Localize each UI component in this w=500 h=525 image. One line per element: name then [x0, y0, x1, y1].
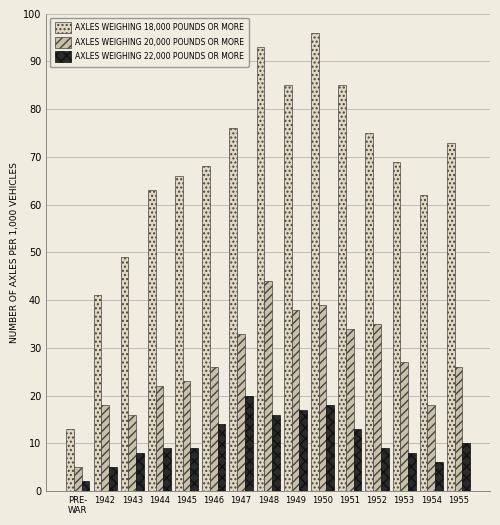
Bar — [175, 176, 183, 491]
Bar — [183, 381, 190, 491]
Bar — [230, 128, 237, 491]
Bar — [120, 257, 128, 491]
Bar — [74, 467, 82, 491]
Bar — [237, 333, 245, 491]
Bar — [202, 166, 210, 491]
Bar — [66, 429, 74, 491]
Bar — [148, 191, 156, 491]
Bar — [373, 324, 381, 491]
Bar — [128, 415, 136, 491]
Bar — [190, 448, 198, 491]
Bar — [447, 143, 454, 491]
Bar — [292, 310, 299, 491]
Bar — [82, 481, 90, 491]
Bar — [245, 395, 252, 491]
Bar — [346, 329, 354, 491]
Bar — [338, 86, 346, 491]
Bar — [408, 453, 416, 491]
Bar — [156, 386, 164, 491]
Bar — [366, 133, 373, 491]
Bar — [284, 86, 292, 491]
Bar — [392, 162, 400, 491]
Bar — [454, 367, 462, 491]
Bar — [381, 448, 388, 491]
Bar — [109, 467, 116, 491]
Bar — [326, 405, 334, 491]
Bar — [264, 281, 272, 491]
Bar — [428, 405, 435, 491]
Bar — [218, 424, 226, 491]
Bar — [94, 296, 101, 491]
Bar — [101, 405, 109, 491]
Bar — [164, 448, 171, 491]
Bar — [311, 33, 318, 491]
Bar — [272, 415, 280, 491]
Bar — [136, 453, 144, 491]
Bar — [210, 367, 218, 491]
Y-axis label: NUMBER OF AXLES PER 1,000 VEHICLES: NUMBER OF AXLES PER 1,000 VEHICLES — [10, 162, 18, 343]
Bar — [420, 195, 428, 491]
Bar — [354, 429, 362, 491]
Bar — [318, 305, 326, 491]
Bar — [400, 362, 408, 491]
Bar — [299, 410, 307, 491]
Bar — [435, 463, 443, 491]
Bar — [462, 443, 470, 491]
Legend: AXLES WEIGHING 18,000 POUNDS OR MORE, AXLES WEIGHING 20,000 POUNDS OR MORE, AXLE: AXLES WEIGHING 18,000 POUNDS OR MORE, AX… — [50, 17, 248, 67]
Bar — [256, 47, 264, 491]
